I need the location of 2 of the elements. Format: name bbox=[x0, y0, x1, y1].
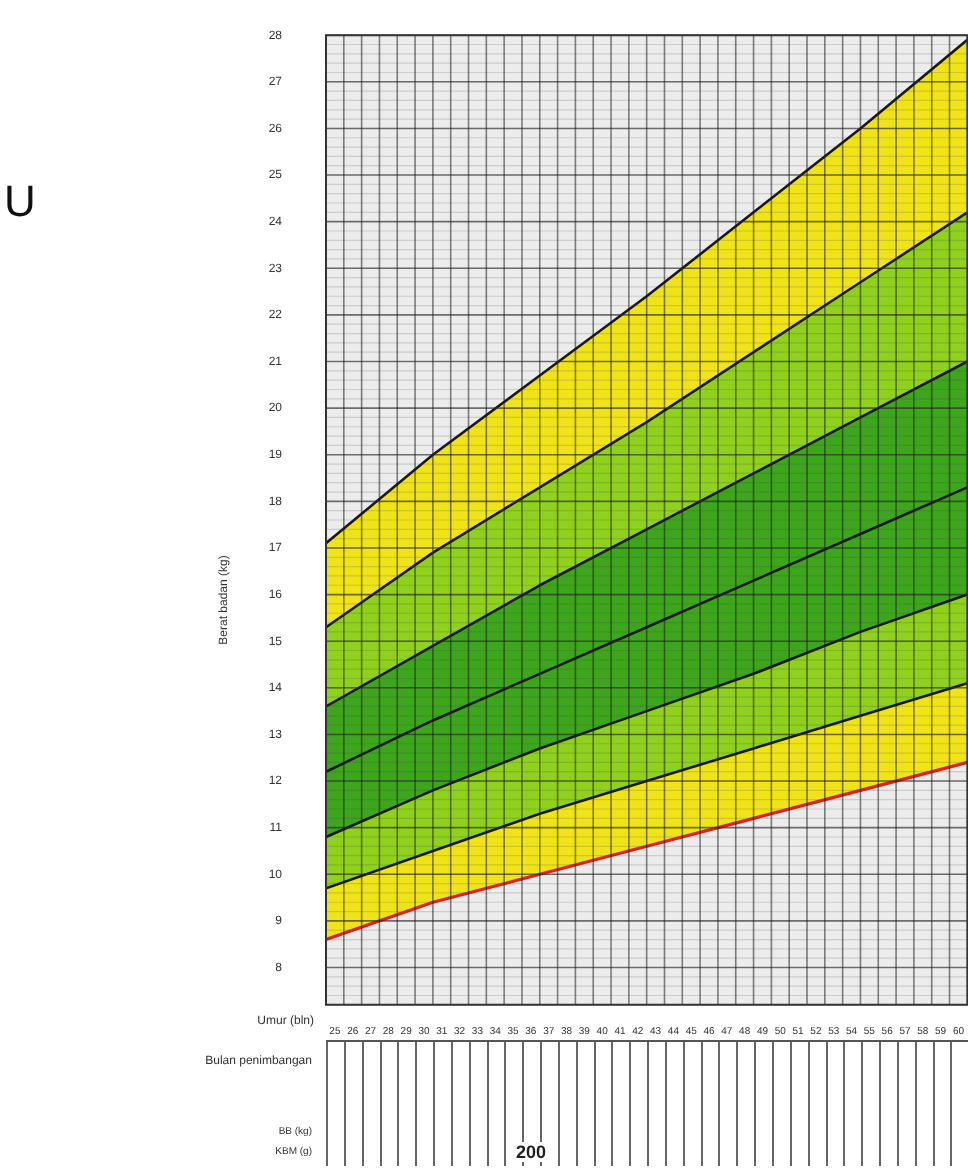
text: 200 bbox=[512, 1142, 551, 1162]
text: U bbox=[4, 176, 36, 228]
